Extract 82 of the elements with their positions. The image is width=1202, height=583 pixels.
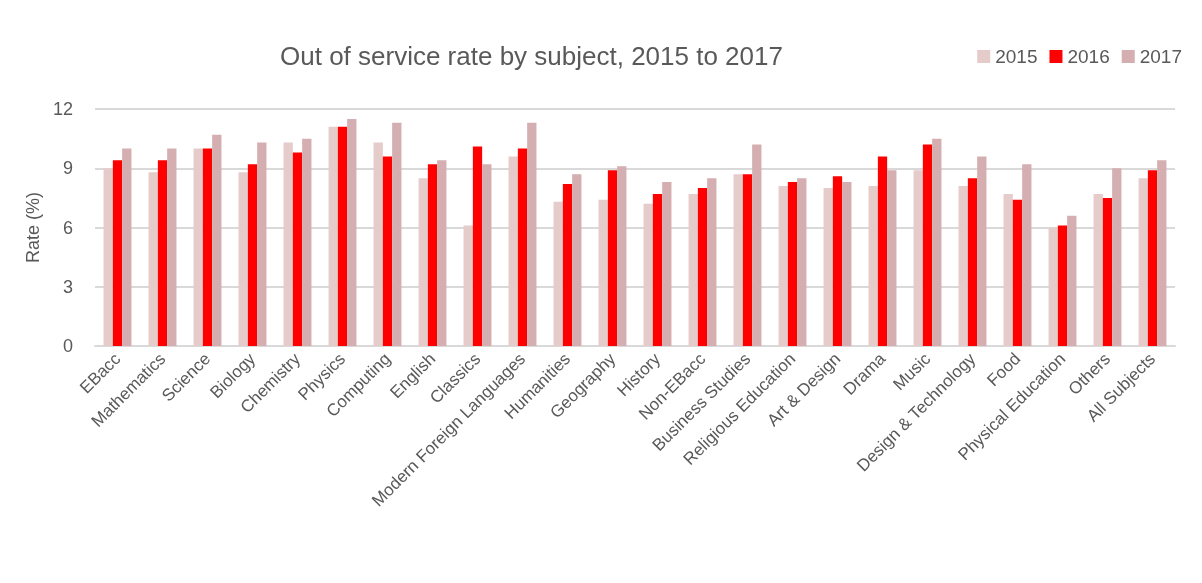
- bar: [1022, 164, 1032, 346]
- bar: [1102, 197, 1113, 346]
- bar: [842, 182, 852, 346]
- chart-title: Out of service rate by subject, 2015 to 2017: [280, 41, 783, 71]
- bar: [922, 144, 933, 346]
- bar: [437, 160, 447, 346]
- bar: [373, 142, 383, 346]
- bar: [932, 138, 942, 346]
- bar: [292, 152, 303, 346]
- bar: [508, 156, 518, 346]
- bar: [418, 178, 428, 346]
- bar: [247, 164, 258, 346]
- bar: [527, 122, 537, 346]
- bar: [122, 148, 132, 346]
- bar: [562, 184, 573, 346]
- y-tick-label: 6: [62, 217, 73, 238]
- bar: [202, 148, 213, 346]
- legend-label: 2015: [995, 46, 1038, 67]
- bar: [553, 201, 563, 346]
- bar: [148, 172, 158, 346]
- bar: [382, 156, 393, 346]
- y-tick-label: 9: [62, 158, 73, 179]
- bar: [103, 168, 113, 346]
- bar: [283, 142, 293, 346]
- bar: [977, 156, 987, 346]
- legend-label: 2017: [1139, 46, 1183, 67]
- bar: [688, 193, 698, 346]
- y-tick-label: 0: [62, 336, 73, 356]
- bar: [823, 188, 833, 346]
- bar: [517, 148, 528, 346]
- bar: [733, 174, 743, 346]
- bar: [1048, 227, 1058, 346]
- bar: [302, 138, 312, 346]
- bar: [1138, 178, 1148, 346]
- bar: [157, 160, 168, 346]
- bar: [697, 188, 708, 346]
- bar: [212, 134, 222, 346]
- bar: [463, 225, 473, 346]
- y-axis-title: Rate (%): [23, 191, 44, 264]
- bar: [778, 186, 788, 346]
- bar: [1147, 170, 1158, 346]
- y-tick-label: 3: [62, 276, 73, 297]
- bar: [427, 164, 438, 346]
- bar: [958, 186, 968, 346]
- bar: [482, 164, 492, 346]
- bar: [1157, 160, 1167, 346]
- y-tick-label: 12: [52, 99, 73, 119]
- bar: [1112, 168, 1122, 346]
- bar: [967, 178, 978, 346]
- bar: [238, 172, 248, 346]
- bar: [752, 144, 762, 346]
- bar: [617, 166, 627, 346]
- bar: [1003, 193, 1013, 346]
- bar: [167, 148, 177, 346]
- bar: [1093, 193, 1103, 346]
- bar: [662, 182, 672, 346]
- bar: [787, 182, 798, 346]
- bar: [257, 142, 267, 346]
- bar: [598, 199, 608, 346]
- bar: [868, 186, 878, 346]
- bar: [347, 118, 357, 346]
- bar: [337, 126, 348, 346]
- bar: [887, 170, 897, 346]
- bar: [742, 174, 753, 346]
- bar: [1012, 199, 1023, 346]
- bar: [1067, 215, 1077, 346]
- bar: [832, 176, 843, 346]
- bar: [652, 193, 663, 346]
- bar: [572, 174, 582, 346]
- bar: [112, 160, 123, 346]
- bar: [328, 126, 338, 346]
- bar: [1057, 225, 1068, 346]
- bar: [643, 203, 653, 346]
- bar: [877, 156, 888, 346]
- bar: [472, 146, 483, 346]
- bar: [607, 170, 618, 346]
- legend-label: 2016: [1067, 46, 1110, 67]
- bar: [913, 170, 923, 346]
- bar: [193, 148, 203, 346]
- bar: [797, 178, 807, 346]
- bar: [707, 178, 717, 346]
- bar: [392, 122, 402, 346]
